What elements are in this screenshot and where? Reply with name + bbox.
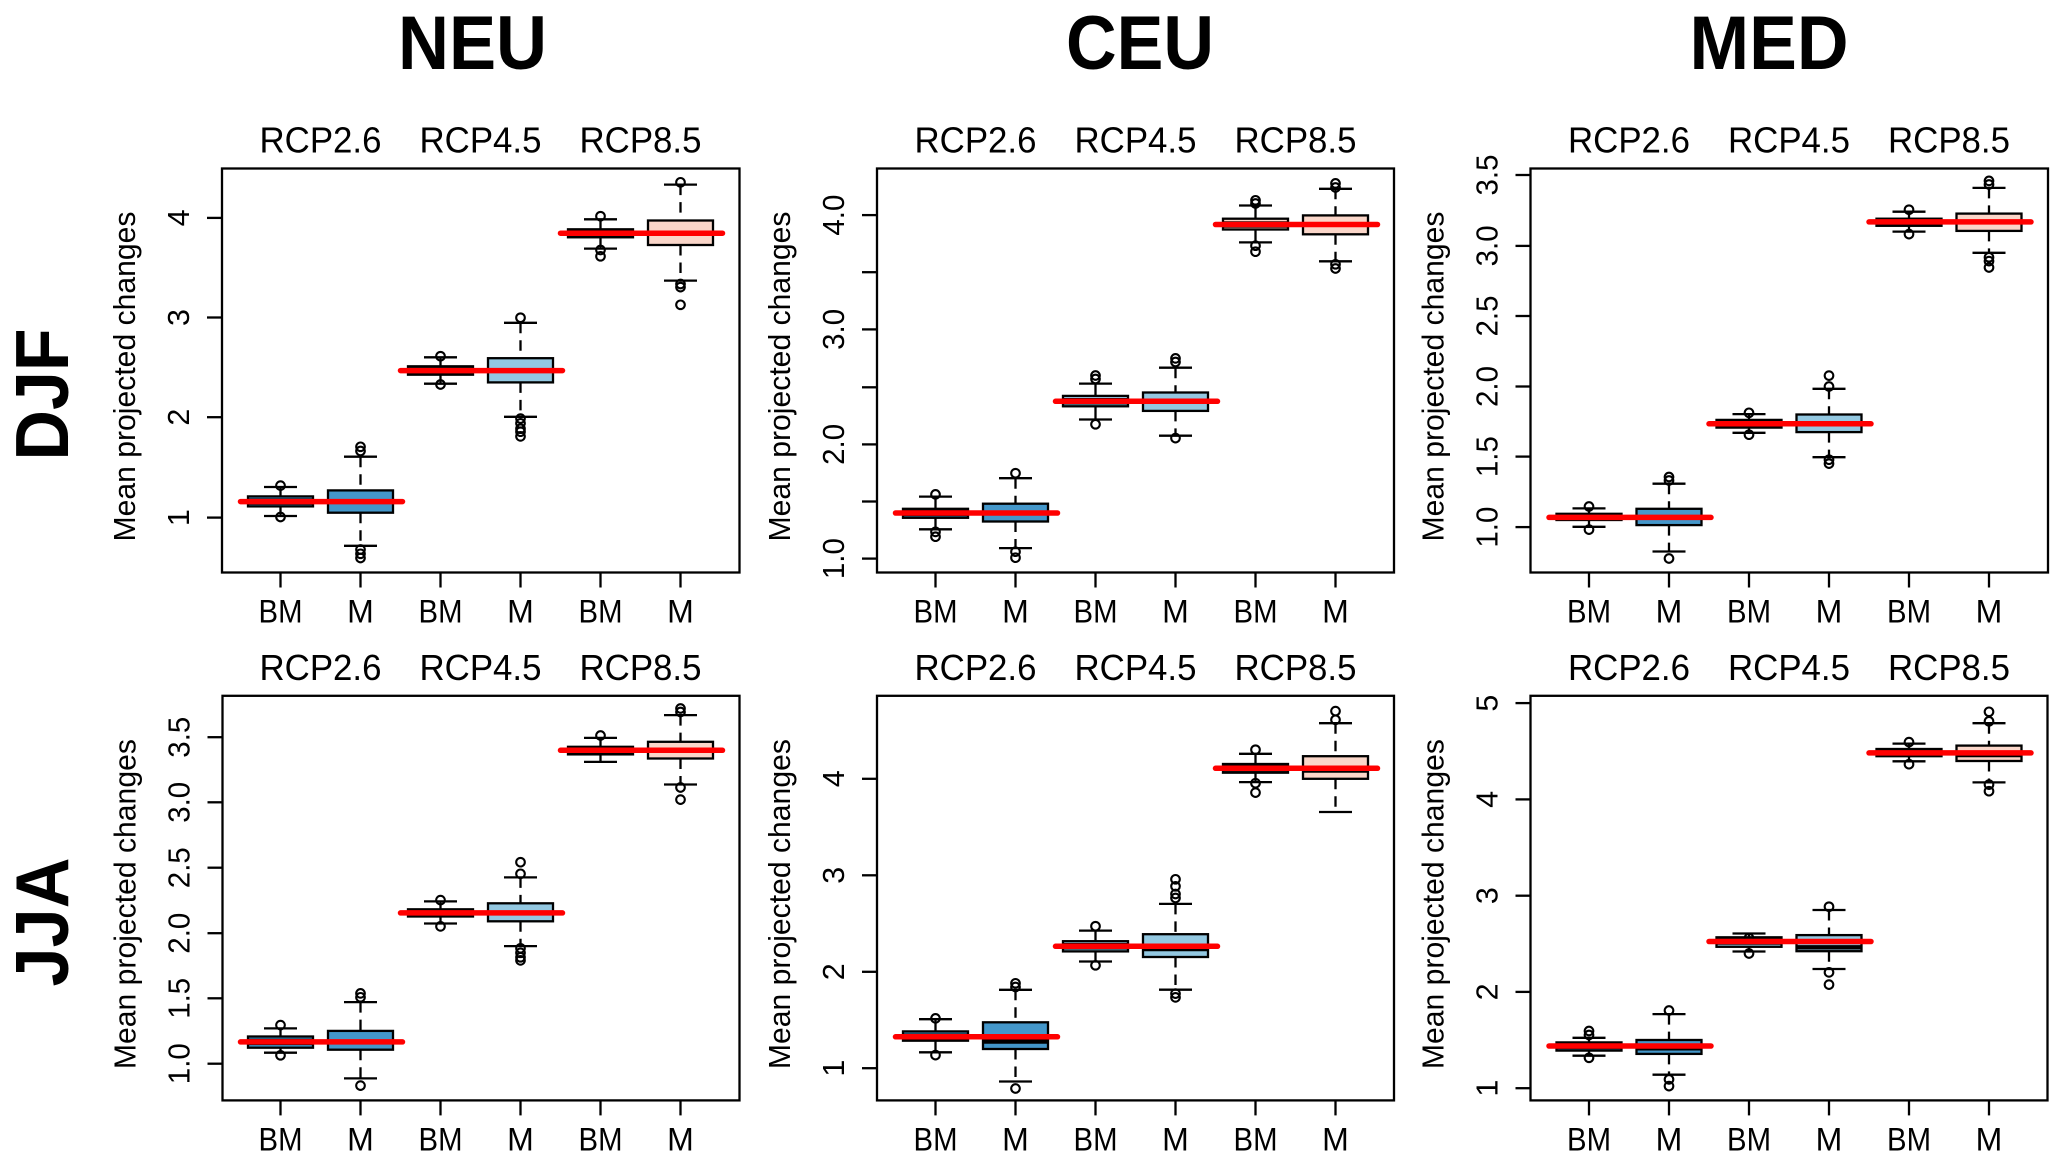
svg-text:BM: BM: [1727, 594, 1771, 630]
svg-text:2: 2: [162, 409, 196, 426]
svg-text:M: M: [1816, 594, 1843, 630]
svg-text:RCP2.6: RCP2.6: [915, 120, 1037, 161]
svg-text:RCP4.5: RCP4.5: [1728, 647, 1850, 688]
svg-text:NEU: NEU: [398, 1, 547, 86]
svg-text:M: M: [1322, 594, 1349, 630]
svg-text:CEU: CEU: [1066, 1, 1214, 86]
svg-text:M: M: [667, 594, 694, 630]
svg-text:2.0: 2.0: [163, 913, 197, 954]
svg-text:3.0: 3.0: [1471, 225, 1505, 266]
svg-text:3.0: 3.0: [163, 782, 197, 823]
svg-text:BM: BM: [1234, 1121, 1278, 1157]
svg-text:1: 1: [162, 509, 196, 526]
svg-text:RCP2.6: RCP2.6: [260, 647, 382, 688]
svg-text:1.5: 1.5: [1471, 436, 1505, 477]
svg-text:4: 4: [817, 770, 851, 787]
svg-text:BM: BM: [579, 1121, 623, 1157]
svg-text:M: M: [507, 594, 534, 630]
svg-text:3: 3: [162, 309, 196, 326]
svg-text:MED: MED: [1690, 1, 1849, 86]
svg-text:5: 5: [1471, 695, 1505, 712]
svg-text:M: M: [1162, 594, 1189, 630]
svg-text:1.0: 1.0: [163, 1043, 197, 1084]
svg-text:3.0: 3.0: [817, 309, 851, 350]
svg-text:M: M: [667, 1121, 694, 1157]
svg-text:BM: BM: [1234, 594, 1278, 630]
svg-text:RCP4.5: RCP4.5: [1075, 120, 1197, 161]
svg-text:BM: BM: [1887, 1121, 1931, 1157]
svg-text:RCP8.5: RCP8.5: [1235, 120, 1357, 161]
svg-text:RCP4.5: RCP4.5: [420, 120, 542, 161]
svg-text:BM: BM: [1567, 594, 1611, 630]
svg-text:2: 2: [1471, 983, 1505, 1000]
svg-text:3.5: 3.5: [163, 717, 197, 758]
svg-text:RCP2.6: RCP2.6: [260, 120, 382, 161]
svg-text:M: M: [1002, 594, 1029, 630]
svg-text:BM: BM: [1074, 594, 1118, 630]
svg-text:BM: BM: [1074, 1121, 1118, 1157]
svg-text:BM: BM: [419, 594, 463, 630]
svg-text:Mean projected changes: Mean projected changes: [108, 212, 142, 542]
svg-text:4.0: 4.0: [817, 195, 851, 236]
svg-text:3: 3: [1471, 887, 1505, 904]
svg-text:BM: BM: [1727, 1121, 1771, 1157]
svg-text:Mean projected changes: Mean projected changes: [1417, 212, 1451, 542]
svg-text:RCP2.6: RCP2.6: [915, 647, 1037, 688]
svg-text:M: M: [1976, 594, 2003, 630]
svg-text:M: M: [1162, 1121, 1189, 1157]
svg-text:RCP4.5: RCP4.5: [1075, 647, 1197, 688]
svg-text:BM: BM: [914, 1121, 958, 1157]
svg-text:M: M: [1002, 1121, 1029, 1157]
svg-text:RCP8.5: RCP8.5: [580, 120, 702, 161]
svg-text:M: M: [1322, 1121, 1349, 1157]
svg-text:RCP8.5: RCP8.5: [1888, 647, 2010, 688]
svg-text:M: M: [1816, 1121, 1843, 1157]
svg-text:M: M: [507, 1121, 534, 1157]
svg-text:RCP4.5: RCP4.5: [420, 647, 542, 688]
svg-text:4: 4: [162, 209, 196, 226]
svg-text:BM: BM: [1887, 594, 1931, 630]
svg-text:2.0: 2.0: [817, 424, 851, 465]
svg-text:Mean projected changes: Mean projected changes: [763, 212, 797, 542]
svg-text:M: M: [1656, 594, 1683, 630]
svg-text:JJA: JJA: [0, 858, 84, 987]
svg-text:BM: BM: [419, 1121, 463, 1157]
svg-text:1.0: 1.0: [1471, 507, 1505, 548]
svg-text:RCP8.5: RCP8.5: [1888, 120, 2010, 161]
svg-text:1.0: 1.0: [817, 538, 851, 579]
svg-text:RCP4.5: RCP4.5: [1728, 120, 1850, 161]
svg-text:M: M: [347, 594, 374, 630]
svg-text:2.5: 2.5: [163, 847, 197, 888]
svg-text:3.5: 3.5: [1471, 155, 1505, 196]
svg-text:2: 2: [817, 963, 851, 980]
svg-text:1.5: 1.5: [163, 978, 197, 1019]
svg-text:BM: BM: [1567, 1121, 1611, 1157]
svg-text:RCP8.5: RCP8.5: [1235, 647, 1357, 688]
svg-text:BM: BM: [259, 594, 303, 630]
svg-text:1: 1: [817, 1060, 851, 1077]
svg-text:Mean projected changes: Mean projected changes: [763, 739, 797, 1069]
svg-text:BM: BM: [579, 594, 623, 630]
svg-text:RCP2.6: RCP2.6: [1568, 120, 1690, 161]
svg-text:BM: BM: [914, 594, 958, 630]
svg-text:4: 4: [1471, 791, 1505, 808]
svg-text:DJF: DJF: [0, 329, 84, 461]
svg-text:2.0: 2.0: [1471, 366, 1505, 407]
svg-text:Mean projected changes: Mean projected changes: [1417, 739, 1451, 1069]
svg-text:3: 3: [817, 867, 851, 884]
svg-text:M: M: [1656, 1121, 1683, 1157]
svg-text:BM: BM: [259, 1121, 303, 1157]
svg-text:Mean projected changes: Mean projected changes: [109, 739, 143, 1069]
svg-text:2.5: 2.5: [1471, 296, 1505, 337]
svg-text:RCP2.6: RCP2.6: [1568, 647, 1690, 688]
svg-text:M: M: [347, 1121, 374, 1157]
svg-text:M: M: [1976, 1121, 2003, 1157]
svg-text:1: 1: [1471, 1080, 1505, 1097]
svg-text:RCP8.5: RCP8.5: [580, 647, 702, 688]
